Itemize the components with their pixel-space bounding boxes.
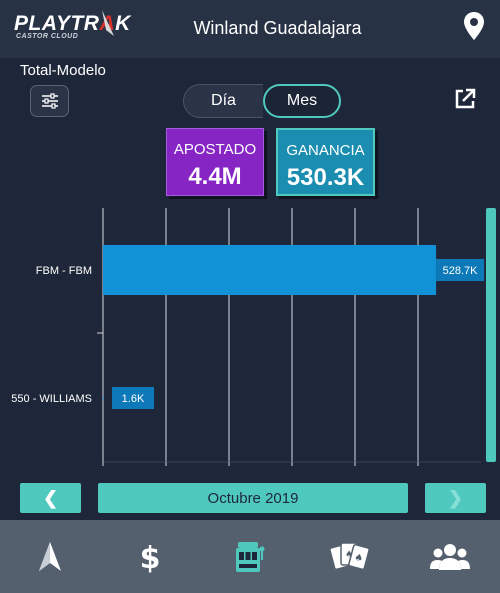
section-label: Total-Modelo: [20, 62, 106, 79]
kpi-apostado-card: APOSTADO 4.4M: [166, 128, 264, 196]
filter-button[interactable]: [30, 85, 69, 117]
cards-icon: ♠ ♠: [329, 541, 370, 570]
tab-finance[interactable]: $: [100, 520, 200, 593]
tab-slots[interactable]: [200, 520, 300, 593]
data-label: 528.7K: [443, 265, 479, 277]
external-link-icon[interactable]: [454, 88, 476, 110]
svg-text:$: $: [140, 541, 160, 574]
sliders-icon: [41, 93, 58, 109]
bar: [103, 245, 437, 295]
prev-period-button[interactable]: ❮: [20, 483, 81, 513]
dollar-icon: $: [140, 541, 160, 574]
app-header: PLAYTRAK CASTOR CLOUD Winland Guadalajar…: [0, 0, 500, 58]
kpi-ganancia-value: 530.3K: [286, 164, 365, 191]
category-label: FBM - FBM: [36, 265, 92, 277]
playtrak-logo: PLAYTRAK CASTOR CLOUD: [14, 10, 131, 40]
playtrak-logo-icon: [39, 541, 61, 571]
svg-text:♠: ♠: [353, 551, 365, 564]
next-period-button[interactable]: ❯: [425, 483, 486, 513]
map-pin-icon[interactable]: [462, 11, 486, 41]
data-label-box: [436, 259, 485, 281]
data-label-box: [112, 387, 154, 409]
period-month-button[interactable]: Mes: [263, 84, 341, 118]
bar: [103, 397, 105, 399]
category-label: 550 - WILLIAMS: [11, 393, 92, 405]
period-day-button[interactable]: Día: [183, 84, 263, 118]
bar-chart: FBM - FBM 528.7K 550 - WILLIAMS 1.6K: [0, 200, 500, 470]
kpi-ganancia-label: GANANCIA: [286, 142, 365, 159]
kpi-ganancia-card: GANANCIA 530.3K: [276, 128, 375, 196]
bar-chart-svg: FBM - FBM 528.7K 550 - WILLIAMS 1.6K: [11, 208, 496, 466]
bottom-tab-bar: $ ♠ ♠: [0, 520, 500, 593]
tab-cards[interactable]: ♠ ♠: [300, 520, 400, 593]
slot-machine-icon: [236, 541, 265, 572]
period-selector: Día Mes: [183, 84, 341, 118]
tab-home[interactable]: [0, 520, 100, 593]
venue-title: Winland Guadalajara: [193, 18, 362, 38]
current-period-label[interactable]: Octubre 2019: [98, 483, 408, 513]
tab-users[interactable]: [400, 520, 500, 593]
scroll-indicator: [486, 208, 496, 462]
kpi-apostado-label: APOSTADO: [173, 141, 257, 158]
kpi-apostado-value: 4.4M: [188, 163, 242, 190]
data-label: 1.6K: [122, 393, 145, 405]
svg-text:♠: ♠: [345, 550, 353, 560]
users-icon: [430, 543, 470, 570]
